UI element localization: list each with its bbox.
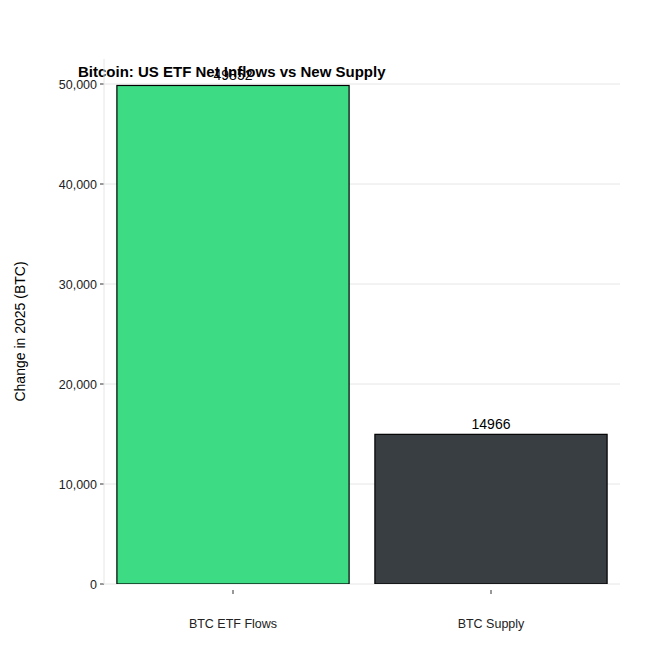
- chart: Bitcoin: US ETF Net Inflows vs New Suppl…: [0, 0, 661, 661]
- grid-line: [104, 84, 620, 85]
- bars: [117, 85, 607, 584]
- data-label: 49852: [214, 67, 253, 83]
- y-tick: [100, 584, 104, 585]
- x-tick: [233, 590, 234, 594]
- y-tick-label: 30,000: [59, 278, 97, 292]
- y-tick-label: 0: [90, 578, 97, 592]
- chart-svg: Bitcoin: US ETF Net Inflows vs New Suppl…: [0, 0, 661, 661]
- bar: [117, 85, 349, 584]
- x-tick: [491, 590, 492, 594]
- y-tick-label: 20,000: [59, 378, 97, 392]
- y-tick-label: 50,000: [59, 78, 97, 92]
- y-tick-label: 40,000: [59, 178, 97, 192]
- data-label: 14966: [472, 416, 511, 432]
- y-tick: [100, 284, 104, 285]
- y-tick: [100, 484, 104, 485]
- y-tick: [100, 384, 104, 385]
- y-axis-title: Change in 2025 (BTC): [12, 261, 28, 401]
- y-tick: [100, 84, 104, 85]
- y-tick-label: 10,000: [59, 478, 97, 492]
- bar: [375, 434, 607, 584]
- x-tick-label: BTC ETF Flows: [189, 617, 277, 631]
- y-tick: [100, 184, 104, 185]
- y-axis-line: [104, 59, 105, 584]
- x-tick-label: BTC Supply: [458, 617, 525, 631]
- grid: [104, 84, 620, 584]
